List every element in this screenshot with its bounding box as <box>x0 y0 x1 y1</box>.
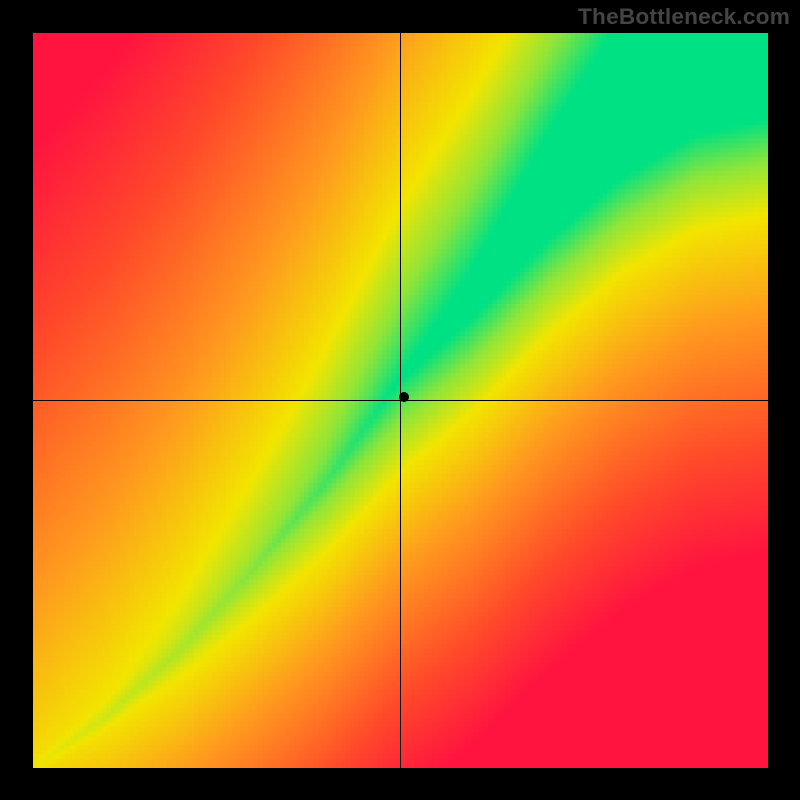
watermark-text: TheBottleneck.com <box>578 4 790 30</box>
chart-root: TheBottleneck.com <box>0 0 800 800</box>
selection-marker-dot <box>399 392 409 402</box>
